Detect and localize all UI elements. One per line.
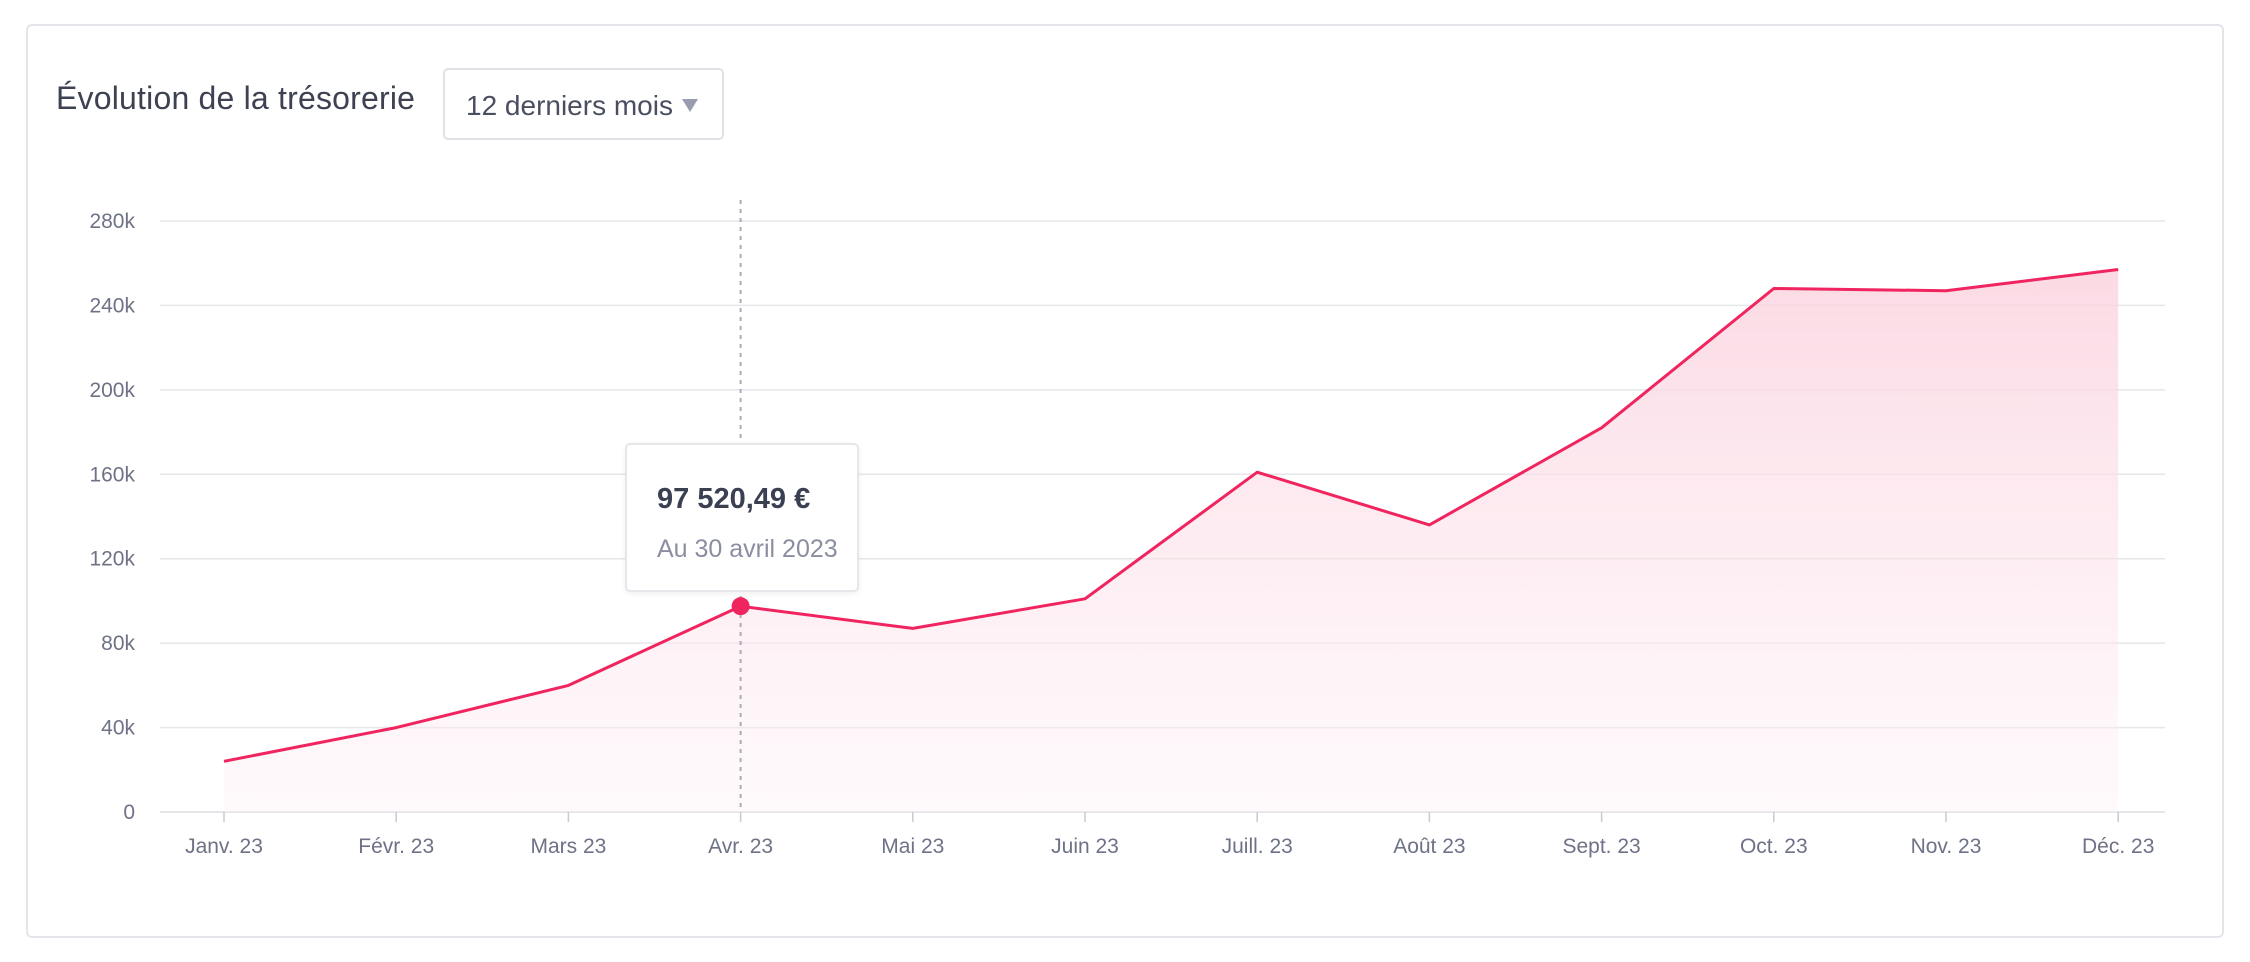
x-tick-label: Nov. 23 [1911, 835, 1982, 858]
data-point[interactable] [1251, 466, 1263, 478]
chart-tooltip: 97 520,49 € Au 30 avril 2023 [625, 443, 859, 592]
x-tick-label: Juin 23 [1051, 835, 1119, 858]
data-point[interactable] [1423, 519, 1435, 531]
period-select[interactable]: 12 derniers mois [443, 68, 724, 140]
x-tick-label: Févr. 23 [358, 835, 434, 858]
y-tick-label: 40k [101, 717, 135, 740]
tooltip-value: 97 520,49 € [657, 483, 811, 515]
x-tick-label: Oct. 23 [1740, 835, 1808, 858]
period-select-value: 12 derniers mois [466, 90, 673, 121]
data-point[interactable] [562, 679, 574, 691]
data-point[interactable] [2112, 264, 2124, 276]
data-point[interactable] [1079, 593, 1091, 605]
data-point[interactable] [907, 622, 919, 634]
x-tick-label: Janv. 23 [185, 835, 263, 858]
x-axis-ticks: Janv. 23 Févr. 23 Mars 23 Avr. 23 Mai 23 Juin… [185, 812, 2154, 858]
y-tick-label: 200k [89, 379, 135, 402]
x-tick-label: Mars 23 [530, 835, 606, 858]
y-tick-label: 280k [89, 210, 135, 233]
series-line [223, 268, 2119, 763]
data-point[interactable] [390, 722, 402, 734]
y-tick-label: 80k [101, 632, 135, 655]
x-tick-label: Mai 23 [881, 835, 944, 858]
x-tick-label: Juill. 23 [1222, 835, 1293, 858]
data-point[interactable] [1940, 285, 1952, 297]
y-tick-label: 160k [89, 463, 135, 486]
series-area [224, 269, 2119, 812]
chevron-down-icon [682, 99, 698, 112]
x-tick-label: Sept. 23 [1562, 835, 1640, 858]
x-tick-label: Août 23 [1393, 835, 1465, 858]
series-points [218, 264, 2124, 767]
y-tick-label: 120k [89, 548, 135, 571]
chart-title: Évolution de la trésorerie [56, 80, 416, 116]
active-data-point[interactable] [731, 597, 750, 616]
y-tick-label: 0 [123, 801, 135, 824]
y-tick-label: 240k [89, 294, 135, 317]
x-tick-label: Avr. 23 [708, 835, 773, 858]
data-point[interactable] [1596, 422, 1608, 434]
data-point[interactable] [1768, 283, 1780, 295]
tooltip-date: Au 30 avril 2023 [657, 535, 838, 563]
x-tick-label: Déc. 23 [2082, 835, 2154, 858]
y-axis-ticks: 0 40k 80k 120k 160k 200k 240k 280k [89, 210, 135, 824]
data-point[interactable] [218, 755, 230, 767]
